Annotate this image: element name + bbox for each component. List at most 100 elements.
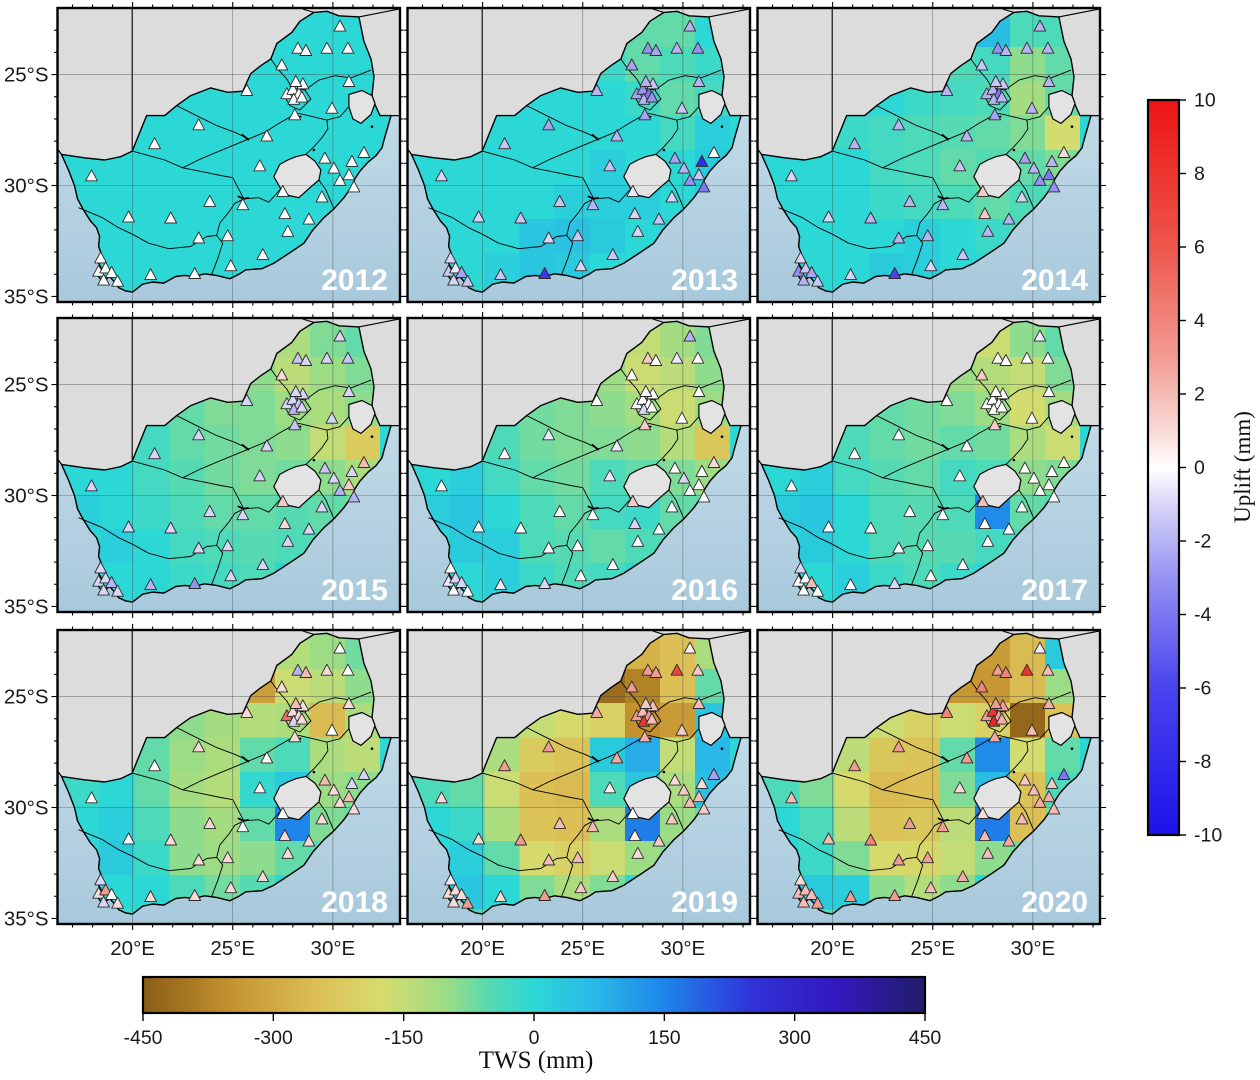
station-triangle (85, 169, 98, 182)
station-triangle (94, 561, 107, 574)
station-triangle (449, 261, 462, 274)
uplift-cb-tick-label: 10 (1194, 90, 1216, 112)
station-triangle (645, 90, 659, 103)
station-triangle (586, 508, 600, 521)
station-triangle (320, 663, 334, 676)
station-triangle (275, 368, 289, 381)
station-triangle (192, 853, 206, 866)
station-triangle (822, 832, 835, 845)
station-triangle (1002, 522, 1016, 535)
station-triangle (628, 829, 642, 842)
station-triangle (953, 159, 967, 172)
station-triangle (988, 108, 1002, 121)
station-triangle (956, 558, 970, 571)
station-triangle (631, 846, 645, 859)
panel-2016: 2016 (401, 312, 756, 618)
station-triangle (94, 873, 107, 886)
province-border (778, 207, 924, 275)
station-triangle (192, 428, 206, 441)
station-triangle (924, 259, 938, 272)
dam-dot (1070, 747, 1074, 750)
station-triangle (892, 853, 906, 866)
station-triangle (342, 697, 356, 709)
panel-frame (56, 316, 402, 614)
station-triangle (670, 663, 684, 676)
station-triangle (797, 273, 810, 286)
station-triangle (1042, 790, 1056, 803)
station-triangle (670, 41, 684, 54)
station-triangle (289, 75, 303, 87)
province-border (832, 460, 945, 510)
station-triangle (447, 895, 460, 908)
province-border (654, 379, 722, 401)
station-triangle (626, 806, 640, 819)
station-triangle (864, 211, 878, 224)
station-triangle (347, 490, 361, 503)
station-triangle (668, 151, 682, 164)
river-dam (591, 755, 600, 763)
station-triangle (1002, 834, 1016, 847)
station-triangle (864, 833, 878, 846)
station-triangle (844, 890, 857, 903)
station-triangle (94, 251, 107, 264)
station-triangle (302, 834, 316, 847)
station-triangle (514, 211, 528, 224)
province-border (1005, 120, 1029, 155)
station-triangle (289, 385, 303, 397)
station-triangle (122, 520, 135, 533)
station-triangle (1027, 471, 1041, 484)
station-triangle (1041, 663, 1055, 676)
station-triangle (444, 251, 457, 264)
station-triangle (221, 851, 235, 864)
river-dam (237, 195, 249, 200)
station-triangle (325, 411, 339, 424)
station-triangle (281, 224, 295, 237)
province-border (832, 150, 945, 200)
station-triangle (553, 194, 567, 207)
province-border (566, 820, 595, 858)
station-triangle (260, 439, 274, 452)
station-triangle (342, 75, 356, 87)
station-triangle (571, 229, 585, 242)
station-triangle (278, 517, 292, 530)
station-triangle (799, 261, 812, 274)
station-triangle (1045, 776, 1059, 789)
station-triangle (347, 180, 361, 193)
station-triangle (652, 212, 666, 225)
river-dam (587, 817, 599, 822)
station-triangle (574, 259, 588, 272)
province-border (428, 829, 574, 897)
river-dam (241, 133, 250, 141)
uplift-cb-tick-label: -4 (1194, 604, 1211, 626)
station-triangle (288, 418, 302, 431)
station-triangle (538, 889, 552, 901)
river-dam (587, 195, 599, 200)
year-label: 2015 (321, 574, 388, 607)
station-triangle (281, 846, 295, 859)
station-triangle (1042, 478, 1056, 491)
station-triangle (253, 781, 267, 794)
station-triangle (626, 494, 640, 507)
station-triangle (299, 44, 313, 56)
station-triangle (606, 870, 620, 883)
station-triangle (148, 759, 161, 772)
station-triangle (645, 712, 659, 725)
station-triangle (638, 108, 652, 121)
station-triangle (1018, 773, 1032, 786)
station-triangle (603, 469, 617, 482)
station-triangle (848, 137, 861, 150)
station-triangle (697, 490, 711, 503)
station-triangle (976, 806, 990, 819)
station-triangle (444, 561, 457, 574)
station-triangle (444, 873, 457, 886)
province-border (304, 691, 372, 713)
station-triangle (498, 759, 511, 772)
station-triangle (341, 41, 355, 54)
station-triangle (345, 154, 359, 167)
station-triangle (675, 723, 689, 736)
station-triangle (357, 146, 371, 158)
station-triangle (606, 558, 620, 571)
station-triangle (302, 212, 316, 225)
station-triangle (631, 534, 645, 547)
station-triangle (691, 41, 705, 54)
